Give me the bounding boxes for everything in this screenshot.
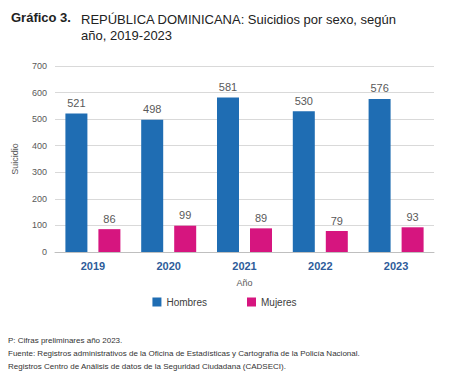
svg-text:Fuente: Registros administrati: Fuente: Registros administrativos de la … (8, 349, 360, 358)
svg-text:2022: 2022 (308, 260, 332, 272)
svg-text:0: 0 (42, 247, 47, 257)
svg-text:2019: 2019 (81, 260, 105, 272)
svg-text:400: 400 (32, 141, 47, 151)
svg-text:300: 300 (32, 167, 47, 177)
svg-text:200: 200 (32, 194, 47, 204)
svg-text:498: 498 (143, 103, 161, 115)
svg-text:2020: 2020 (156, 260, 180, 272)
svg-text:Registros Centro de Análisis d: Registros Centro de Análisis de datos de… (8, 362, 286, 371)
svg-text:99: 99 (179, 209, 191, 221)
svg-text:año, 2019-2023: año, 2019-2023 (81, 28, 172, 43)
svg-text:P: Cifras preliminares año 202: P: Cifras preliminares año 2023. (8, 336, 122, 345)
svg-text:Hombres: Hombres (166, 297, 207, 308)
svg-text:89: 89 (255, 212, 267, 224)
svg-text:700: 700 (32, 61, 47, 71)
svg-text:93: 93 (406, 211, 418, 223)
svg-text:500: 500 (32, 114, 47, 124)
svg-text:REPÚBLICA DOMINICANA: Suicidio: REPÚBLICA DOMINICANA: Suicidios por sexo… (81, 12, 400, 27)
svg-text:530: 530 (295, 95, 313, 107)
svg-text:79: 79 (331, 215, 343, 227)
svg-text:100: 100 (32, 220, 47, 230)
svg-text:Gráfico 3.: Gráfico 3. (11, 10, 71, 25)
svg-text:86: 86 (103, 213, 115, 225)
svg-text:2021: 2021 (232, 260, 256, 272)
svg-text:Año: Año (236, 278, 252, 288)
svg-text:581: 581 (219, 81, 237, 93)
svg-text:521: 521 (67, 97, 85, 109)
svg-text:600: 600 (32, 88, 47, 98)
svg-text:2023: 2023 (384, 260, 408, 272)
svg-text:Suicidio: Suicidio (10, 143, 20, 175)
svg-text:Mujeres: Mujeres (261, 297, 297, 308)
svg-text:576: 576 (370, 82, 388, 94)
